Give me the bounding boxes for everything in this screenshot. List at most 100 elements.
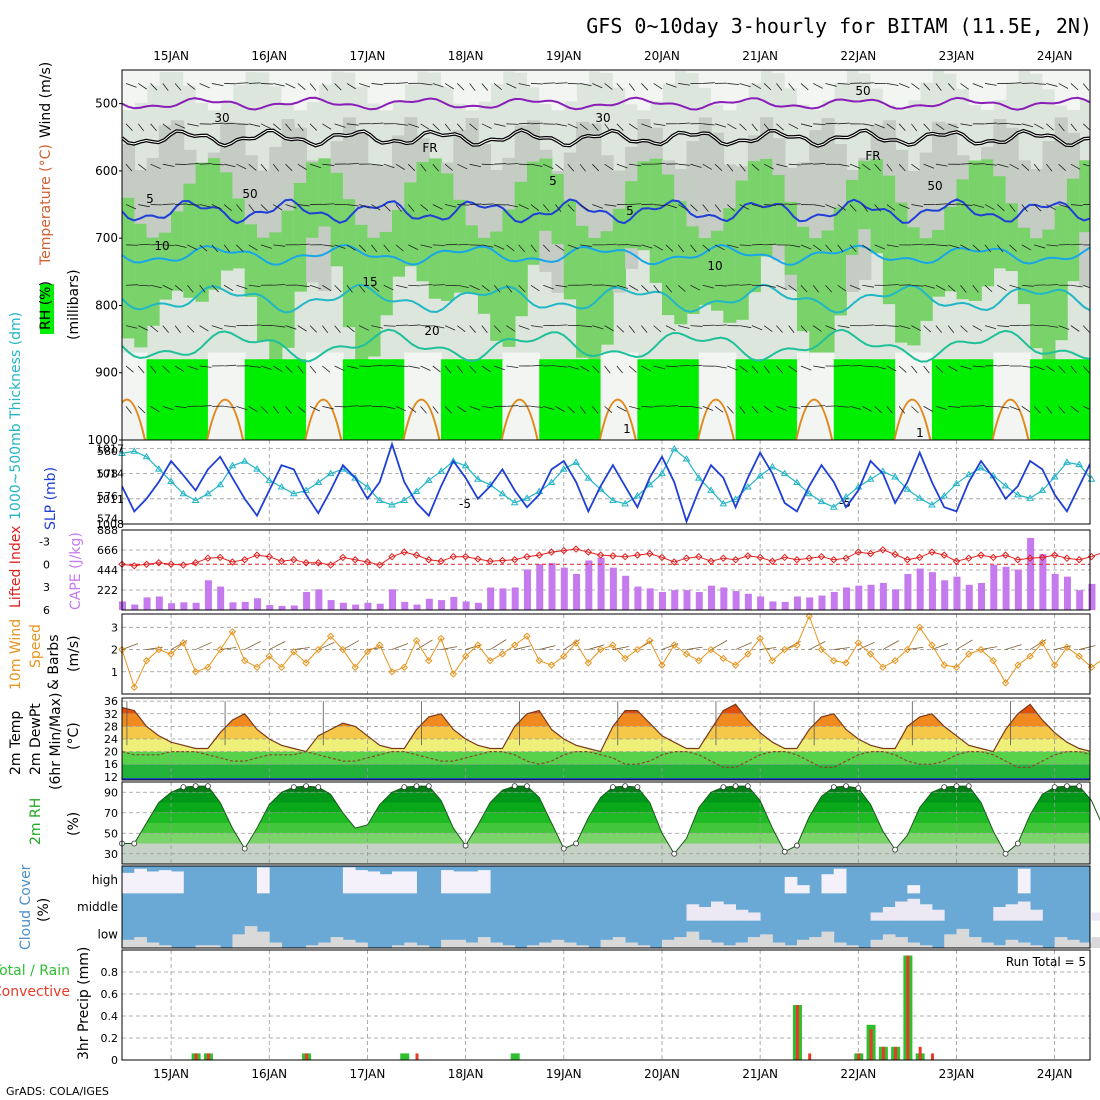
wind-barb xyxy=(260,365,272,370)
rh-band xyxy=(122,792,1090,803)
wind-barb xyxy=(764,243,777,246)
cape-bar xyxy=(695,591,703,610)
cape-bar xyxy=(352,604,360,610)
wind-barb xyxy=(248,324,261,327)
cloud-cover-bar xyxy=(391,871,405,894)
wind10m-speed-line xyxy=(121,614,1100,689)
wind-barb xyxy=(641,123,653,128)
wind-barb xyxy=(223,244,231,253)
rh2m-point xyxy=(511,783,518,789)
wind-barb xyxy=(653,244,663,251)
rh-80-column xyxy=(318,158,332,227)
cape-bar xyxy=(769,601,777,610)
slp-line xyxy=(122,441,1090,524)
wind-barb xyxy=(506,163,519,165)
rh-90-column xyxy=(281,359,295,440)
wind-barb xyxy=(248,284,261,288)
isotherm-25 xyxy=(206,398,245,440)
wind-barb xyxy=(481,123,492,129)
wind-barb xyxy=(211,284,219,293)
rh-30-upper xyxy=(477,70,491,102)
wind-barb xyxy=(236,123,249,125)
wind-barb xyxy=(150,83,158,91)
lifted-index-point xyxy=(191,559,200,567)
wind10m-point xyxy=(1014,661,1022,669)
wind-barb xyxy=(960,365,972,370)
wind-barb xyxy=(297,123,304,132)
cloud-cover-bar xyxy=(661,939,675,948)
rh-80-column xyxy=(760,158,774,257)
wind-barb xyxy=(187,285,194,293)
isotherm-20 xyxy=(122,328,1090,363)
lifted-index-point xyxy=(339,553,347,562)
wind10m-point xyxy=(1063,643,1071,652)
lifted-index-point xyxy=(793,556,801,564)
wind-barb xyxy=(334,325,341,333)
wind-barb xyxy=(849,204,857,212)
wind-barb xyxy=(997,364,1010,367)
contour-label: 50 xyxy=(855,84,870,98)
precip-axis-label: 3hr Precip (mm) xyxy=(76,947,92,1060)
cloud-cover-bar xyxy=(539,942,552,948)
rh-30-upper xyxy=(428,70,442,73)
rh2m-point xyxy=(732,783,739,789)
wind-barb xyxy=(322,203,335,205)
date-label-bottom: 19JAN xyxy=(546,1067,582,1081)
cloud-cover-bar xyxy=(1066,939,1080,948)
date-label-bottom: 18JAN xyxy=(448,1067,484,1081)
wind-barb xyxy=(236,163,247,170)
wind10m-barb xyxy=(710,640,728,650)
wind-barb xyxy=(1095,124,1100,129)
wind-barb xyxy=(518,122,531,125)
rh-30-column xyxy=(809,352,823,440)
precip-convective-bar xyxy=(795,1005,799,1060)
wind-barb xyxy=(653,162,666,165)
cape-bar xyxy=(646,588,654,610)
thickness-point xyxy=(940,492,949,499)
thickness-point xyxy=(1001,481,1010,489)
cloud-cover-bar xyxy=(907,942,921,948)
rh-90-column xyxy=(1030,359,1044,440)
wind-barb xyxy=(1082,123,1090,131)
rh-80-column xyxy=(306,162,320,238)
wind10m-point xyxy=(768,656,777,665)
cloud-cover-bar xyxy=(269,942,282,948)
precip-tick: 0.2 xyxy=(101,1032,119,1045)
wind-barb xyxy=(150,365,157,374)
wind-barb xyxy=(886,204,896,211)
rh2m-point xyxy=(241,845,248,852)
wind10m-barb xyxy=(514,645,531,650)
wind-barb xyxy=(763,406,773,413)
rh2m-point xyxy=(290,784,297,791)
thickness-point xyxy=(363,483,372,490)
wind-barb xyxy=(248,204,255,212)
cape-bar xyxy=(327,600,335,610)
wind-barb xyxy=(1058,163,1066,171)
cape-bar xyxy=(474,602,482,610)
wind-barb xyxy=(972,83,984,88)
date-label-bottom: 17JAN xyxy=(350,1067,386,1081)
wind-barb xyxy=(935,365,944,373)
cloud-cover-bar xyxy=(784,876,798,894)
wind-barb xyxy=(862,284,875,288)
wind-barb xyxy=(248,82,261,84)
rh-90-column xyxy=(1079,359,1090,440)
rh-70-column xyxy=(711,132,725,255)
rh-80-column xyxy=(441,173,455,301)
cloud-cover-bar xyxy=(993,907,1006,921)
wind-barb xyxy=(763,163,774,170)
wind-barb xyxy=(236,82,249,84)
wind-barb xyxy=(555,204,562,212)
rh-80-column xyxy=(122,197,136,339)
wind-barb xyxy=(322,244,335,247)
rh-30-upper xyxy=(1030,70,1044,74)
cape-bar xyxy=(683,590,691,610)
thickness-point xyxy=(1063,458,1071,465)
rh2m-point xyxy=(609,784,616,791)
cloud-cover-bar xyxy=(698,939,712,948)
wind-barb xyxy=(1046,284,1059,286)
wind-barb xyxy=(641,284,649,293)
wind-barb xyxy=(1070,123,1077,132)
wind-barb xyxy=(935,244,948,247)
wind-barb xyxy=(432,325,445,329)
